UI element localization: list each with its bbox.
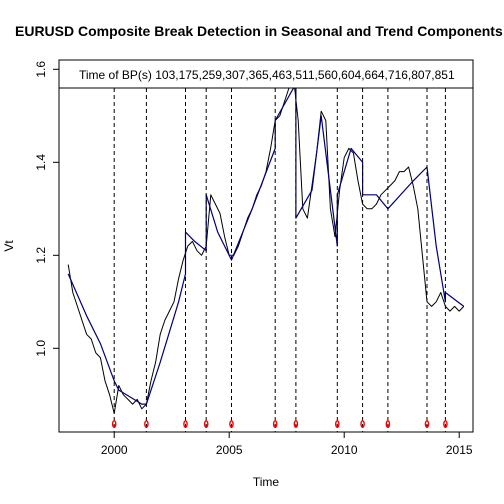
x-tick-label-2015: 2015 (446, 443, 473, 457)
x-axis-label: Time (253, 475, 280, 489)
y-axis: 1.0 1.2 1.4 1.6 (34, 61, 59, 357)
break-marker-3 (183, 420, 188, 428)
y-axis-label: Vt (2, 240, 16, 252)
x-tick-label-2010: 2010 (331, 443, 358, 457)
y-tick-label-0: 1.0 (34, 340, 48, 357)
break-marker-1 (111, 420, 117, 428)
break-marker-9 (360, 420, 365, 428)
break-marker-10 (385, 420, 391, 428)
break-marker-6 (272, 420, 278, 428)
plot-content (67, 78, 465, 432)
break-marker-5 (229, 420, 234, 428)
break-marker-8 (334, 420, 340, 428)
y-tick-label-2: 1.4 (34, 154, 48, 171)
y-tick-label-3: 1.6 (34, 61, 48, 78)
x-axis: 2000 2005 2010 2015 (101, 432, 473, 457)
chart-title: EURUSD Composite Break Detection in Seas… (15, 23, 503, 39)
break-marker-2 (144, 420, 149, 428)
break-marker-11 (424, 420, 430, 428)
plot-frame (58, 59, 474, 433)
legend-text: Time of BP(s) 103,175,259,307,365,463,51… (79, 68, 455, 82)
legend-box (58, 59, 474, 89)
series-group (67, 78, 465, 414)
break-marker-12 (443, 420, 448, 428)
break-marker-7 (293, 420, 299, 428)
series-line-vt (67, 78, 465, 414)
x-tick-label-2000: 2000 (101, 443, 128, 457)
break-marker-4 (203, 420, 209, 428)
x-tick-label-2005: 2005 (216, 443, 243, 457)
series-line-trend-fit (67, 82, 465, 405)
y-tick-label-1: 1.2 (34, 247, 48, 264)
